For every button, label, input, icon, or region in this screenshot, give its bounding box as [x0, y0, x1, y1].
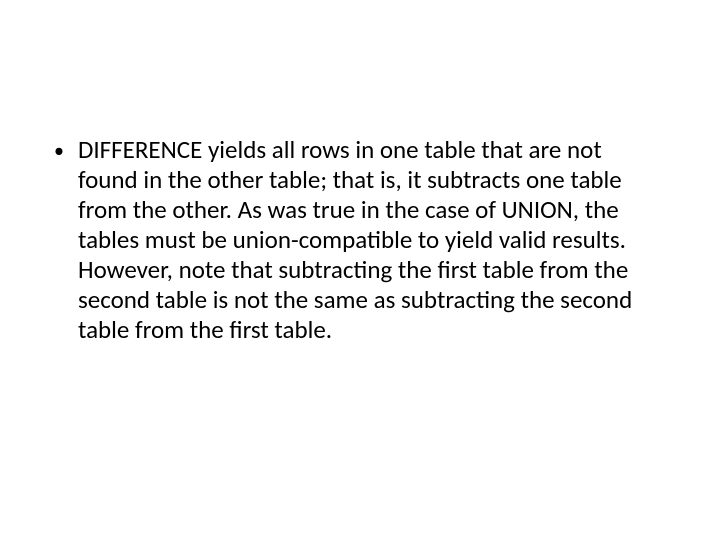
bullet-marker: •	[50, 135, 78, 167]
bullet-text: DIFFERENCE yields all rows in one table …	[78, 135, 650, 345]
bullet-item: • DIFFERENCE yields all rows in one tabl…	[50, 135, 650, 345]
slide-body: • DIFFERENCE yields all rows in one tabl…	[50, 135, 650, 345]
